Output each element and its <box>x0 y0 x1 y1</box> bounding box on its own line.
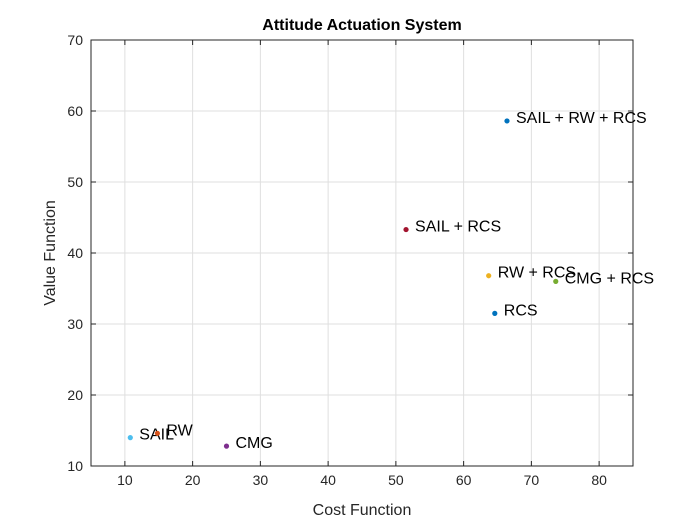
x-tick-label: 20 <box>185 472 201 488</box>
y-tick-label: 30 <box>67 316 83 332</box>
data-point <box>486 273 492 279</box>
data-label: CMG + RCS <box>565 270 654 287</box>
data-point <box>492 310 498 316</box>
grid-lines <box>91 39 633 467</box>
data-label: CMG <box>236 435 273 452</box>
data-label: SAIL + RCS <box>415 219 501 236</box>
data-point <box>154 430 160 436</box>
data-point <box>127 435 133 441</box>
axis-ticks: 10 20 30 40 50 60 70 80 10 20 30 40 50 60 70 <box>67 32 633 488</box>
y-tick-label: 10 <box>67 458 83 474</box>
x-axis-label: Cost Function <box>313 502 412 519</box>
y-axis-label: Value Function <box>42 200 59 306</box>
x-tick-label: 40 <box>320 472 336 488</box>
y-tick-label: 40 <box>67 245 83 261</box>
y-tick-label: 70 <box>67 32 83 48</box>
x-tick-label: 10 <box>117 472 133 488</box>
data-point <box>553 278 559 284</box>
x-tick-label: 30 <box>253 472 269 488</box>
x-tick-label: 70 <box>524 472 540 488</box>
y-tick-label: 20 <box>67 387 83 403</box>
y-tick-label: 50 <box>67 174 83 190</box>
data-label: RW <box>166 422 193 439</box>
chart-title: Attitude Actuation System <box>262 17 461 34</box>
data-point <box>403 226 409 233</box>
y-tick-label: 60 <box>67 103 83 119</box>
x-tick-label: 50 <box>388 472 404 488</box>
data-label: RCS <box>504 302 538 319</box>
data-label: RW + RCS <box>498 265 576 282</box>
data-point <box>223 443 230 449</box>
data-label: SAIL + RW + RCS <box>516 110 647 127</box>
x-tick-label: 60 <box>456 472 472 488</box>
data-point <box>504 118 510 124</box>
x-tick-label: 80 <box>591 472 607 488</box>
